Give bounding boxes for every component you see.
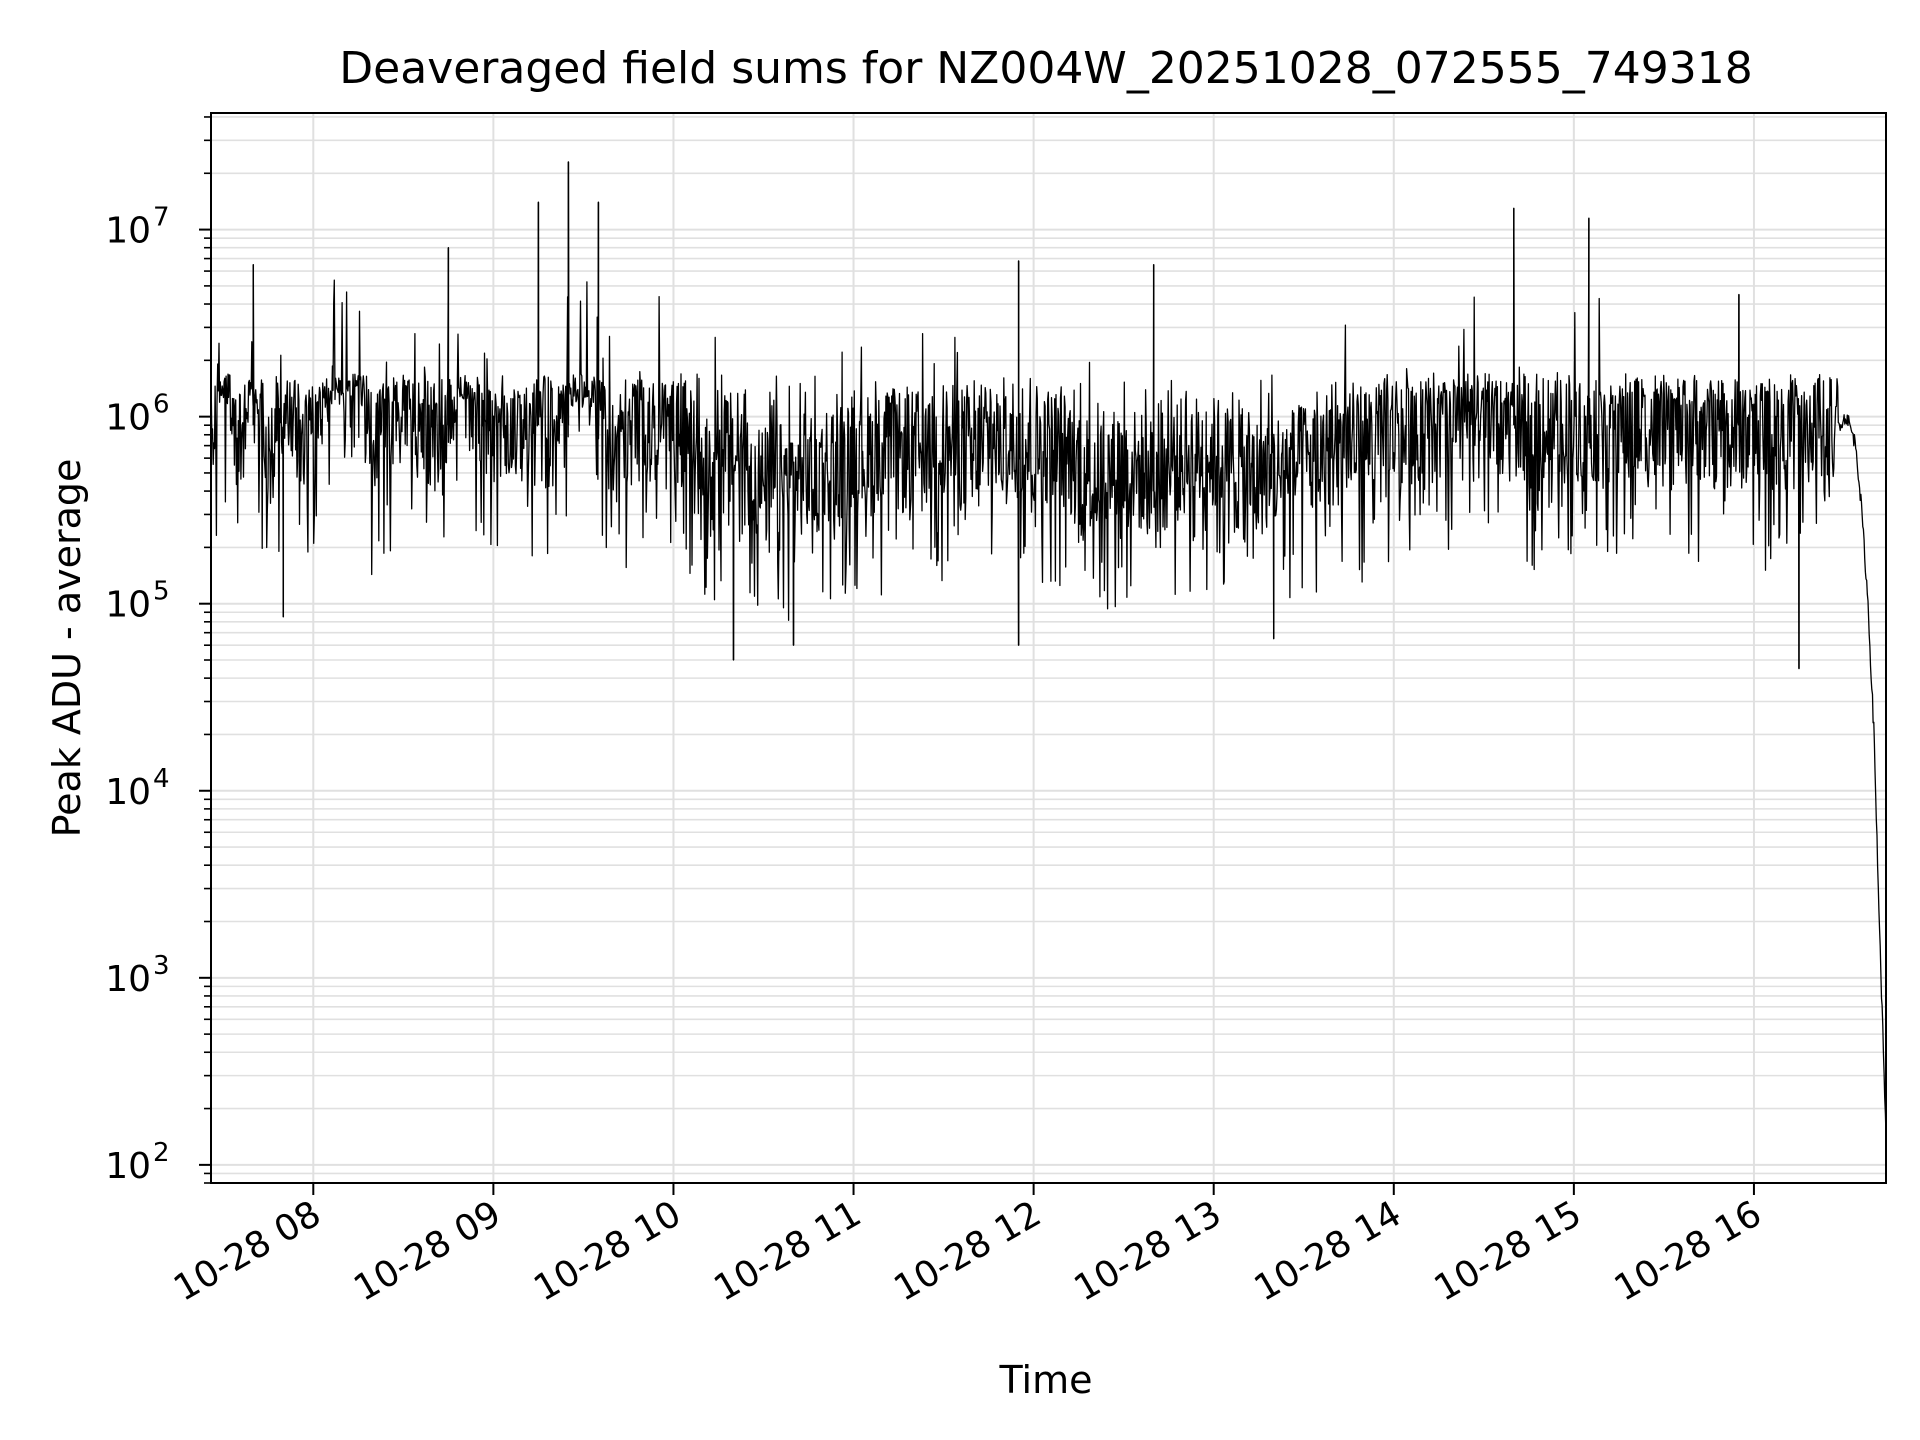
x-axis-label: Time [999,1358,1093,1402]
plot-frame [210,112,1887,1184]
y-tick-exponent: 4 [153,764,170,794]
y-tick-exponent: 7 [153,203,170,233]
y-tick-exponent: 2 [153,1138,170,1168]
series-line [211,161,1886,1137]
y-tick-exponent: 5 [153,577,170,607]
y-tick-label: 10 [105,959,151,1000]
y-tick-exponent: 6 [153,390,170,420]
y-tick-label: 10 [105,398,151,439]
y-axis-label: Peak ADU - average [45,459,89,838]
chart-title: Deaveraged field sums for NZ004W_2025102… [339,43,1752,94]
y-tick-exponent: 3 [153,951,170,981]
series-line-group [211,161,1886,1137]
y-tick-label: 10 [105,211,151,252]
y-tick-label: 10 [105,585,151,626]
y-tick-label: 10 [105,772,151,813]
y-tick-label: 10 [105,1146,151,1187]
